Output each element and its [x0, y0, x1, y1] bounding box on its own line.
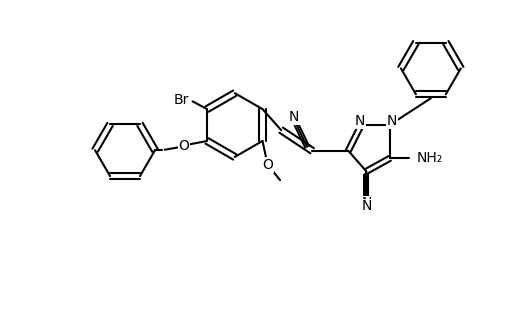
Text: O: O: [179, 139, 189, 153]
Text: O: O: [262, 158, 273, 172]
Text: N: N: [354, 114, 365, 128]
Text: N: N: [361, 199, 372, 213]
Text: N: N: [387, 114, 397, 128]
Text: NH₂: NH₂: [416, 151, 443, 165]
Text: Br: Br: [174, 93, 189, 107]
Text: N: N: [289, 110, 299, 124]
Text: N: N: [361, 196, 372, 210]
